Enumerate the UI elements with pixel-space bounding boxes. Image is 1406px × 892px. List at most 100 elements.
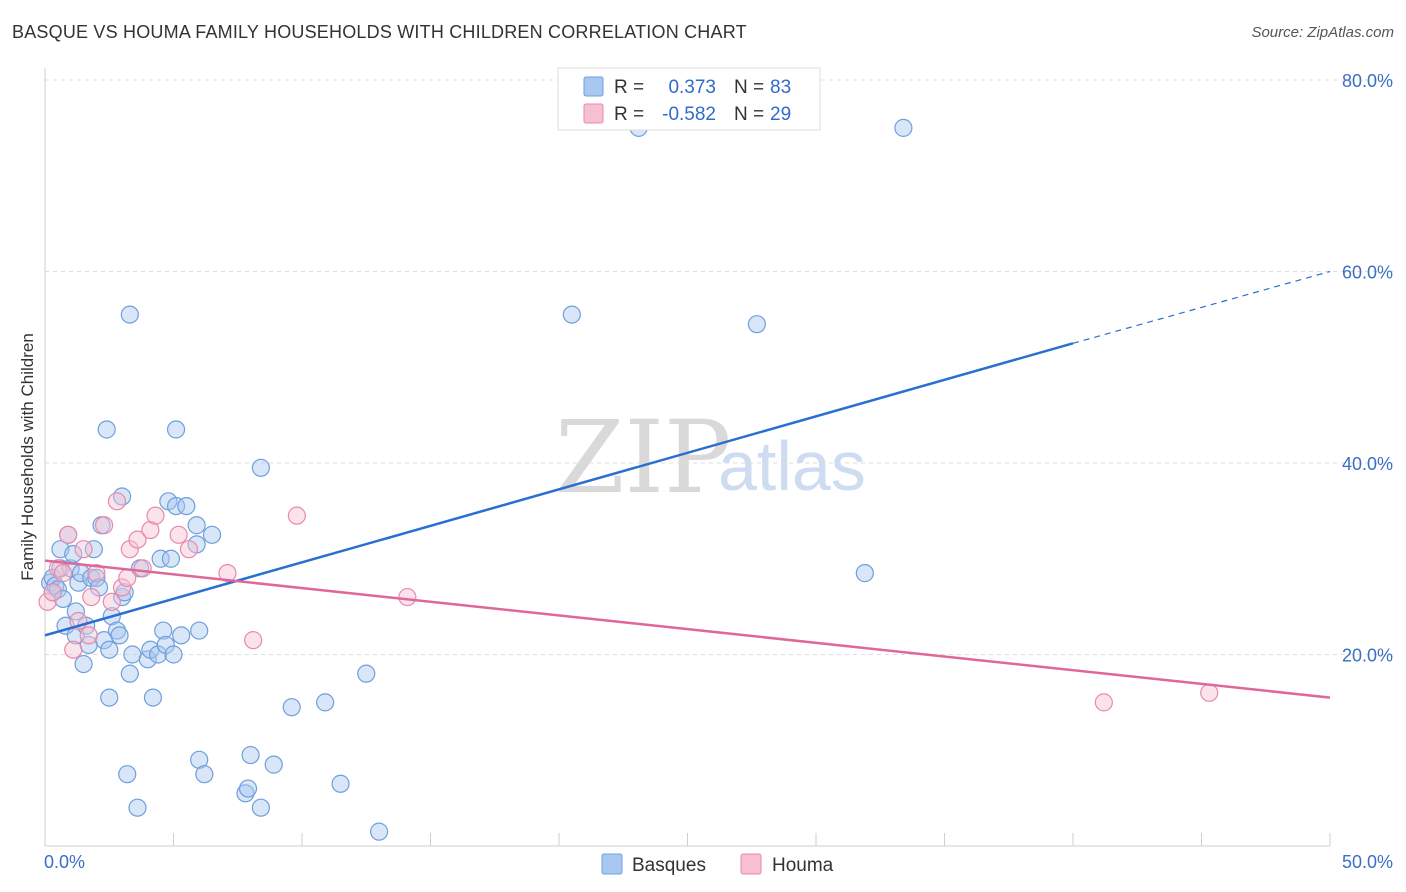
basques-point-61 (238, 779, 258, 798)
houma-point-13 (107, 492, 127, 511)
legend-swatch-basques (601, 853, 623, 875)
houma-point-28 (1200, 683, 1219, 702)
basques-point-26 (100, 640, 119, 659)
trend-lines (44, 270, 1331, 699)
houma-point-1 (43, 583, 62, 602)
houma-point-15 (118, 568, 137, 588)
y-tick-label-40: 40.0% (1342, 454, 1393, 474)
basques-point-4 (48, 580, 67, 599)
y-tick-label-80: 80.0% (1342, 71, 1393, 91)
basques-point-7 (53, 589, 73, 609)
houma-point-24 (244, 631, 263, 650)
houma-point-21 (169, 525, 188, 544)
grid-layer (45, 79, 1393, 655)
basques-point-50 (166, 420, 186, 439)
houma-points (38, 492, 1219, 712)
basques-point-54 (187, 516, 206, 535)
basques-point-64 (251, 458, 270, 477)
basques-point-59 (202, 525, 222, 544)
houma-point-25 (287, 506, 306, 525)
houma-point-4 (59, 525, 78, 544)
x-tick-marks (44, 833, 1331, 846)
stats-n-value-basques: 83 (770, 77, 791, 98)
basques-point-71 (562, 305, 581, 324)
stats-r-label-houma: R = (614, 104, 644, 125)
houma-point-8 (79, 626, 98, 645)
basques-point-34 (118, 765, 137, 784)
basques-point-42 (143, 688, 163, 707)
y-tick-label-20: 20.0% (1342, 646, 1393, 666)
basques-point-29 (107, 621, 127, 640)
basques-point-16 (74, 654, 93, 674)
basques-point-67 (316, 693, 335, 712)
basques-trend-line (44, 342, 1074, 637)
chart-title: BASQUE VS HOUMA FAMILY HOUSEHOLDS WITH C… (12, 22, 747, 42)
houma-point-12 (102, 592, 121, 611)
stats-r-value-basques: 0.373 (668, 77, 716, 98)
stats-r-label-basques: R = (614, 77, 644, 98)
basques-point-60 (236, 784, 255, 803)
basques-point-68 (331, 774, 350, 793)
basques-point-20 (84, 540, 103, 559)
basques-point-45 (154, 621, 173, 640)
legend-label-basques: Basques (632, 855, 706, 876)
houma-point-17 (128, 530, 147, 549)
stats-n-value-houma: 29 (770, 104, 791, 125)
basques-point-52 (172, 626, 191, 645)
houma-point-22 (179, 540, 199, 559)
basques-point-31 (112, 587, 132, 607)
houma-point-16 (120, 540, 139, 559)
stats-n-label-houma: N = (734, 104, 764, 125)
houma-point-18 (133, 559, 152, 578)
houma-point-26 (398, 587, 417, 607)
basques-point-35 (120, 305, 139, 324)
basques-point-66 (282, 698, 301, 717)
houma-point-27 (1094, 693, 1113, 712)
basques-point-63 (251, 798, 270, 817)
basques-point-48 (161, 549, 181, 568)
series-legend: Basques Houma (601, 853, 834, 876)
legend-label-houma: Houma (772, 855, 834, 876)
houma-point-7 (74, 540, 93, 559)
legend-swatch-houma (740, 853, 762, 875)
basques-point-37 (123, 645, 142, 664)
basques-point-75 (894, 118, 913, 137)
basques-point-65 (264, 755, 283, 774)
source-label: Source: ZipAtlas.com (1251, 24, 1394, 41)
basques-point-49 (164, 645, 183, 664)
houma-point-11 (95, 516, 114, 535)
basques-point-57 (190, 750, 209, 769)
x-tick-label-max: 50.0% (1342, 852, 1393, 872)
stats-n-label-basques: N = (734, 77, 764, 98)
basques-point-25 (97, 420, 116, 439)
basques-trend-extension (1072, 270, 1331, 344)
basques-point-44 (151, 549, 170, 568)
houma-point-20 (146, 506, 165, 525)
houma-point-3 (53, 564, 73, 583)
y-tick-labels: 20.0% 40.0% 60.0% 80.0% (1342, 71, 1393, 666)
x-tick-label-min: 0.0% (44, 852, 85, 872)
houma-point-0 (38, 592, 57, 611)
watermark-zip: ZIP (555, 399, 731, 516)
basques-point-53 (177, 496, 196, 516)
basques-point-74 (855, 564, 874, 583)
houma-point-10 (87, 564, 106, 583)
y-axis-title: Family Households with Children (18, 333, 37, 581)
watermark-atlas: atlas (718, 427, 866, 505)
basques-point-43 (148, 645, 168, 664)
stats-swatch-basques (583, 76, 604, 97)
houma-point-23 (218, 564, 237, 583)
basques-point-36 (120, 664, 139, 683)
basques-point-22 (89, 578, 109, 597)
stats-r-value-houma: -0.582 (662, 104, 716, 125)
basques-point-69 (357, 664, 376, 683)
basques-point-38 (128, 798, 147, 817)
basques-point-30 (110, 626, 129, 645)
basques-point-73 (747, 315, 766, 334)
stats-legend: R = 0.373 N = 83 R = -0.582 N = 29 (557, 67, 821, 131)
houma-trend-line (44, 559, 1331, 699)
y-tick-label-60: 60.0% (1342, 263, 1393, 283)
basques-point-33 (115, 583, 134, 602)
basques-point-27 (100, 688, 119, 707)
